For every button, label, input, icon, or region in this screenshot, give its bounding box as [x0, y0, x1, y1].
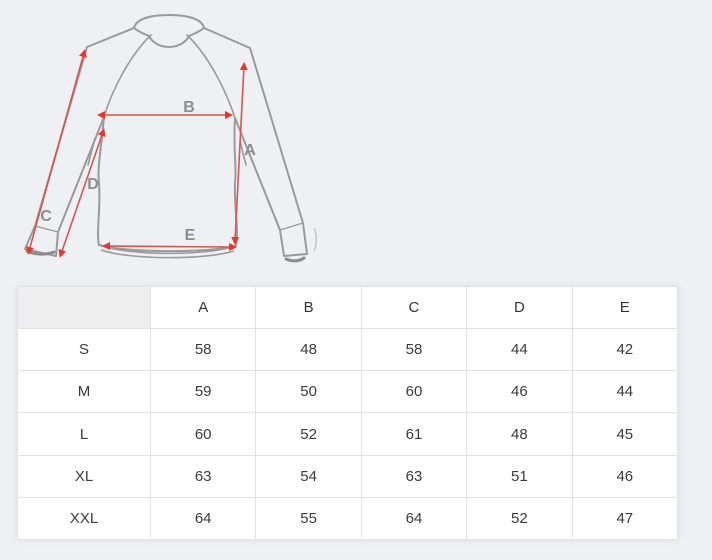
svg-text:B: B	[183, 99, 195, 116]
svg-text:E: E	[185, 227, 196, 244]
svg-text:D: D	[87, 176, 99, 193]
svg-text:C: C	[40, 208, 52, 225]
svg-text:A: A	[244, 142, 256, 159]
